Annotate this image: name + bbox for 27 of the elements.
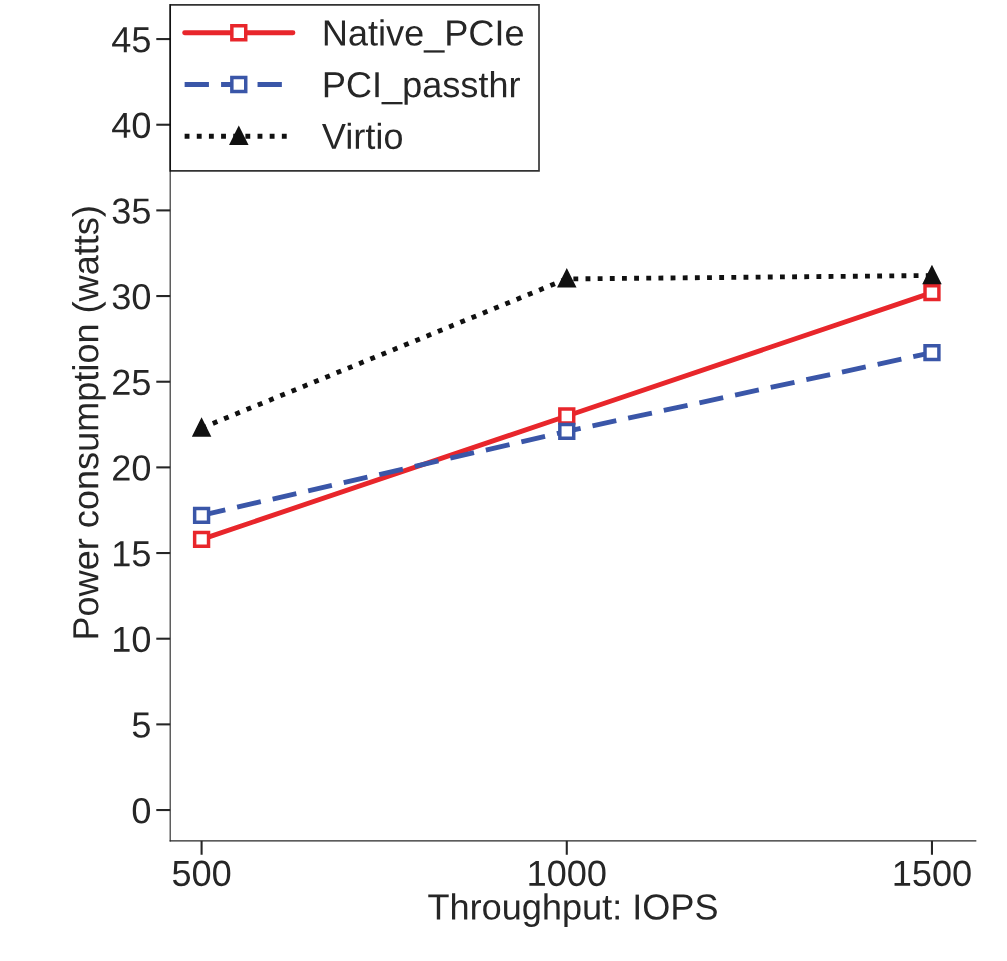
y-tick-label: 0 bbox=[132, 797, 151, 824]
y-tick-label: 20 bbox=[113, 455, 151, 481]
y-tick-label: 30 bbox=[112, 283, 151, 310]
point bbox=[558, 422, 576, 441]
legend-label: Virtio bbox=[322, 122, 402, 150]
point bbox=[558, 270, 576, 288]
y-tick-label: 10 bbox=[114, 626, 151, 653]
y-tick-label: 5 bbox=[132, 712, 150, 738]
point bbox=[192, 506, 211, 525]
y-tick-label: 45 bbox=[112, 27, 150, 53]
y-tick-label: 35 bbox=[112, 198, 150, 224]
legend-label: PCI_passthr bbox=[324, 70, 520, 105]
point bbox=[923, 343, 941, 362]
x-tick-label: 1000 bbox=[529, 860, 606, 887]
point bbox=[192, 530, 211, 549]
x-tick-label: 1500 bbox=[894, 860, 971, 887]
point bbox=[192, 419, 211, 437]
legend-label: Native_PCIe bbox=[324, 19, 523, 53]
y-tick-label: 15 bbox=[114, 541, 150, 567]
y-tick-label: 40 bbox=[112, 112, 151, 139]
x-tick-label: 500 bbox=[172, 860, 231, 887]
y-axis-title: Power consumption (watts) bbox=[72, 207, 106, 638]
point bbox=[923, 266, 941, 285]
point bbox=[923, 283, 941, 302]
point bbox=[558, 407, 576, 425]
x-axis-title: Throughput: IOPS bbox=[428, 893, 717, 927]
y-tick-label: 25 bbox=[113, 369, 150, 396]
